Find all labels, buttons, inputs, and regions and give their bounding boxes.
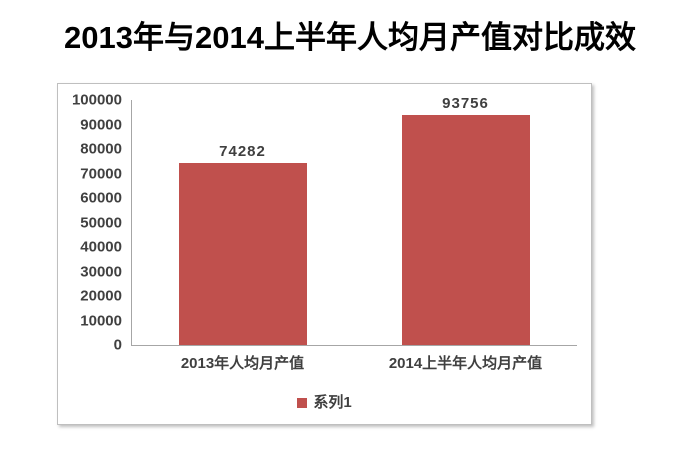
x-axis-line bbox=[131, 345, 577, 346]
y-tick-label: 70000 bbox=[80, 165, 122, 182]
bar-data-label: 93756 bbox=[442, 95, 489, 113]
legend-swatch-series1 bbox=[297, 397, 308, 408]
y-tick-label: 30000 bbox=[80, 263, 122, 280]
y-tick-label: 0 bbox=[113, 336, 122, 354]
y-tick-label: 10000 bbox=[80, 312, 122, 329]
bar-data-label: 74282 bbox=[219, 143, 266, 160]
y-tick-label: 60000 bbox=[80, 189, 122, 207]
x-category-label: 2014上半年人均月产值 bbox=[388, 355, 543, 372]
bar-series1-cat2 bbox=[401, 115, 530, 345]
y-tick-label: 100000 bbox=[71, 91, 122, 109]
x-category-label: 2013年人均月产值 bbox=[180, 355, 305, 372]
chart-frame: 0 10000 20000 30000 40000 50000 60000 70000 8000… bbox=[57, 83, 592, 425]
chart-title: 2013年与2014上半年人均月产值对比成效 bbox=[64, 20, 636, 55]
y-tick-label: 20000 bbox=[80, 287, 122, 305]
y-tick-label: 80000 bbox=[80, 140, 122, 158]
y-tick-label: 40000 bbox=[80, 238, 122, 256]
bar-series1-cat1 bbox=[178, 163, 307, 345]
y-tick-label: 50000 bbox=[80, 214, 122, 231]
legend: 系列1 bbox=[58, 395, 591, 410]
legend-label-series1: 系列1 bbox=[313, 394, 352, 411]
y-axis-line bbox=[131, 100, 132, 346]
y-tick-label: 90000 bbox=[80, 116, 122, 133]
